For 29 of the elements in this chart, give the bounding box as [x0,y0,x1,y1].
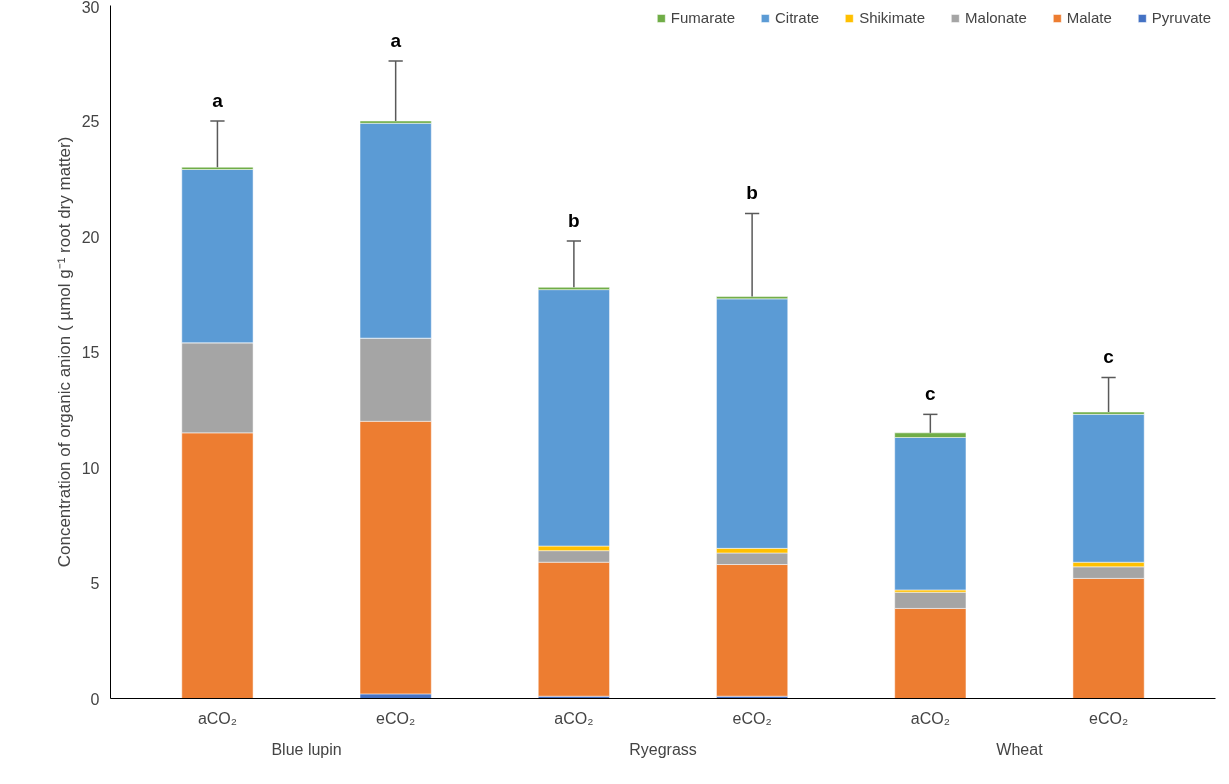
y-tick-label: 10 [81,459,100,477]
annotation: c [1103,346,1115,368]
y-tick-label: 15 [81,344,100,361]
y-tick-label: 20 [81,228,100,246]
y-tick-label: 5 [90,575,100,592]
legend-label: Fumarate [670,9,735,26]
legend-label: Malate [1066,9,1112,26]
annotation: c [925,383,937,405]
annotation: a [390,29,402,51]
text: Ryegrass [629,740,697,758]
annotation: b [746,182,758,204]
x-tick-label: aCO₂ [197,709,237,727]
x-tick-label: eCO₂ [376,709,416,727]
legend-label: Pyruvate [1151,9,1211,26]
x-tick-label: eCO₂ [732,709,772,727]
legend-label: Malonate [965,9,1027,26]
legend-label: Citrate [775,9,820,26]
y-tick-label: 30 [81,0,100,16]
legend-label: Shikimate [859,9,926,26]
annotation: b [568,210,580,232]
annotation: a [212,90,224,111]
x-tick-label: eCO₂ [1089,709,1129,727]
x-tick-label: aCO₂ [554,709,594,727]
text: Wheat [996,740,1044,758]
y-tick-label: 25 [81,113,100,130]
text: Blue lupin [271,740,342,758]
y-axis-title: Concentration of organic anion ( µmol g⁻¹ root dry matter) [54,136,74,568]
y-tick-label: 0 [90,690,100,708]
x-tick-label: aCO₂ [910,709,950,727]
